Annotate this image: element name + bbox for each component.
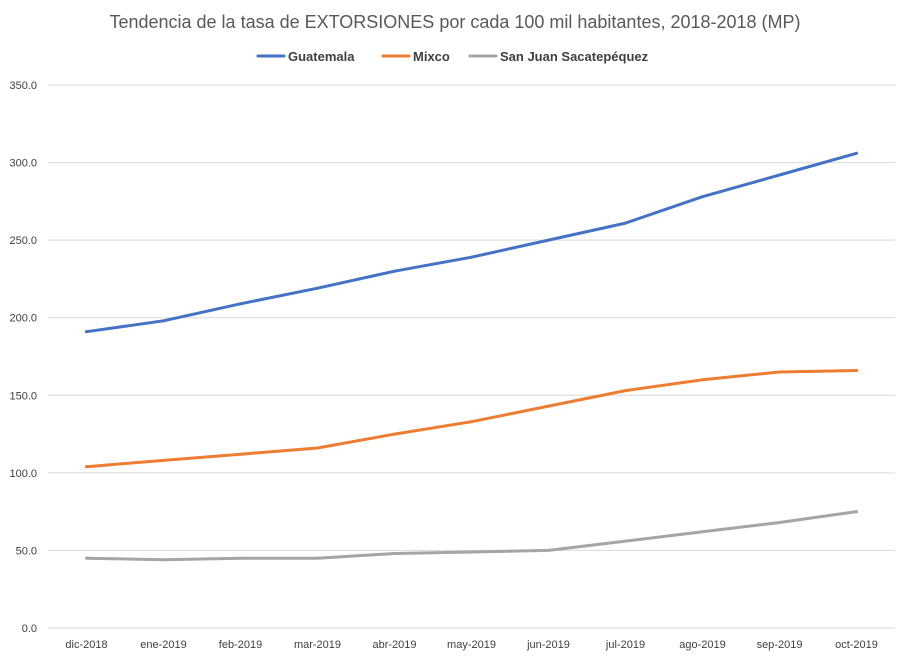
data-point xyxy=(624,221,627,225)
x-tick-label: ago-2019 xyxy=(679,639,726,651)
data-point xyxy=(85,465,88,469)
x-tick-label: sep-2019 xyxy=(757,639,803,651)
data-point xyxy=(778,521,781,525)
x-tick-label: dic-2018 xyxy=(65,639,107,651)
x-tick-label: ene-2019 xyxy=(140,639,187,651)
data-point xyxy=(393,269,396,273)
x-tick-label: mar-2019 xyxy=(294,639,341,651)
data-point xyxy=(701,378,704,382)
series-group xyxy=(85,151,858,562)
legend-label: Guatemala xyxy=(288,49,355,64)
series-1 xyxy=(85,368,858,469)
y-tick-label: 0.0 xyxy=(22,623,37,635)
data-point xyxy=(470,255,473,259)
series-line xyxy=(85,151,858,334)
data-point xyxy=(855,151,858,155)
data-point xyxy=(547,238,550,242)
data-point xyxy=(393,432,396,436)
y-tick-label: 200.0 xyxy=(9,313,37,325)
data-point xyxy=(624,539,627,543)
y-tick-label: 150.0 xyxy=(9,390,37,402)
legend-item: Mixco xyxy=(381,49,450,64)
data-point xyxy=(778,370,781,374)
series-0 xyxy=(85,151,858,334)
legend-label: Mixco xyxy=(413,49,450,64)
legend-label: San Juan Sacatepéquez xyxy=(500,49,649,64)
chart-title: Tendencia de la tasa de EXTORSIONES por … xyxy=(109,12,800,32)
data-point xyxy=(547,548,550,552)
x-tick-label: jun-2019 xyxy=(526,639,570,651)
data-point xyxy=(85,330,88,334)
data-point xyxy=(239,452,242,456)
legend-item: San Juan Sacatepéquez xyxy=(468,49,649,64)
data-point xyxy=(701,530,704,534)
data-point xyxy=(162,558,165,562)
x-tick-label: oct-2019 xyxy=(835,639,878,651)
y-tick-label: 100.0 xyxy=(9,468,37,480)
y-tick-label: 250.0 xyxy=(9,235,37,247)
data-point xyxy=(162,458,165,462)
y-tick-label: 350.0 xyxy=(9,80,37,92)
data-point xyxy=(547,404,550,408)
data-point xyxy=(778,173,781,177)
data-point xyxy=(470,550,473,554)
data-point xyxy=(393,552,396,556)
data-point xyxy=(316,446,319,450)
data-point xyxy=(85,556,88,560)
x-tick-label: may-2019 xyxy=(447,639,496,651)
data-point xyxy=(855,368,858,372)
data-point xyxy=(239,302,242,306)
y-tick-label: 300.0 xyxy=(9,158,37,170)
data-point xyxy=(624,389,627,393)
data-point xyxy=(239,556,242,560)
legend-item: Guatemala xyxy=(256,49,355,64)
series-2 xyxy=(85,510,858,562)
x-tick-label: feb-2019 xyxy=(219,639,262,651)
legend: Guatemala Mixco San Juan Sacatepéquez xyxy=(256,49,649,64)
data-point xyxy=(316,556,319,560)
x-tick-label: jul-2019 xyxy=(605,639,645,651)
y-axis: 0.0 50.0 100.0 150.0 200.0 250.0 300.0 350.0 xyxy=(9,80,37,635)
data-point xyxy=(162,319,165,323)
data-point xyxy=(701,195,704,199)
data-point xyxy=(855,510,858,514)
data-point xyxy=(316,286,319,290)
y-tick-label: 50.0 xyxy=(16,545,37,557)
series-line xyxy=(85,369,858,469)
x-axis: dic-2018 ene-2019 feb-2019 mar-2019 abr-2019… xyxy=(65,639,878,651)
x-tick-label: abr-2019 xyxy=(372,639,416,651)
data-point xyxy=(470,420,473,424)
grid xyxy=(48,84,895,629)
